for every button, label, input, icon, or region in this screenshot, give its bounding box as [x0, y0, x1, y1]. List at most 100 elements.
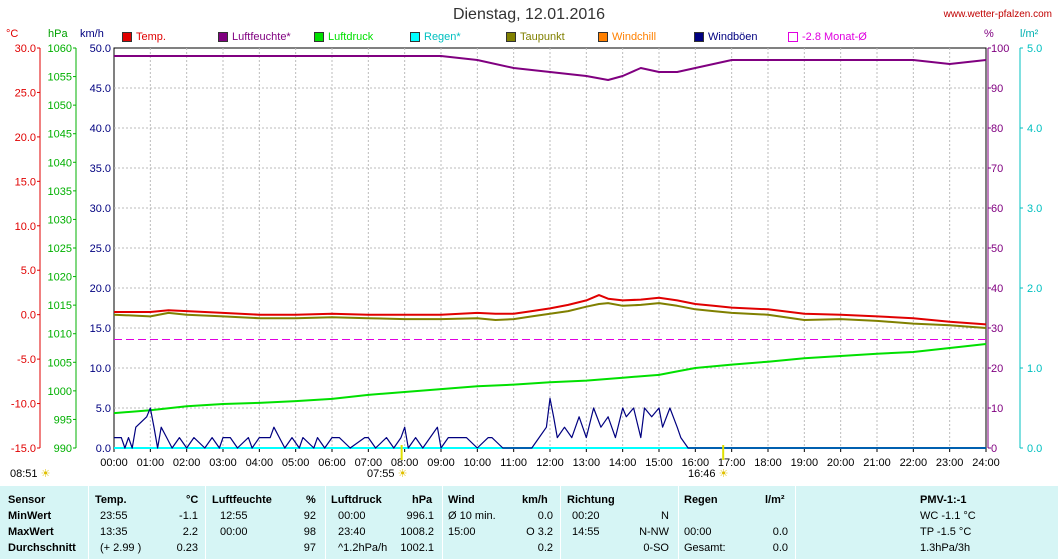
- stats-cell-h-time: 00:00: [220, 526, 248, 538]
- pressure-axis-tick-label: 1025: [48, 243, 72, 255]
- pressure-axis-tick-label: 1015: [48, 300, 72, 312]
- stats-cell-d-val: N-NW: [639, 526, 669, 538]
- wind-axis-tick-label: 5.0: [96, 403, 111, 415]
- legend-label: Regen*: [424, 31, 461, 43]
- x-tick-label: 18:00: [754, 457, 782, 469]
- stats-header-sensor: Sensor: [8, 494, 46, 506]
- x-tick-label: 19:00: [791, 457, 819, 469]
- stats-header-temp: Temp.: [95, 494, 127, 506]
- stats-cell-h-time: 12:55: [220, 510, 248, 522]
- humidity-axis-tick-label: 40: [991, 283, 1003, 295]
- legend-swatch: [218, 32, 228, 42]
- series-luftdruck: [113, 343, 987, 415]
- pressure-axis-tick-label: 1005: [48, 357, 72, 369]
- wind-axis-tick-label: 40.0: [90, 123, 111, 135]
- stats-cell-p-val: 996.1: [406, 510, 434, 522]
- stats-cell-w-val: 0.0: [537, 510, 553, 522]
- stats-cell-label: MinWert: [8, 510, 52, 522]
- stats-cell-h-val: 92: [303, 510, 316, 522]
- sun-icon: ☀: [40, 468, 51, 480]
- rain-axis-tick-label: 2.0: [1027, 283, 1042, 295]
- temp-axis-tick-label: 25.0: [15, 87, 36, 99]
- rain-unit-label: l/m²: [1020, 28, 1039, 40]
- stats-cell-w-label: Ø 10 min.: [448, 510, 496, 522]
- stats-cell-w-val: 0.2: [537, 542, 553, 554]
- x-tick-label: 22:00: [900, 457, 928, 469]
- x-tick-label: 11:00: [500, 457, 527, 469]
- humidity-axis-tick-label: 70: [991, 163, 1003, 175]
- chart-axes: 00:00 01:00 02:00 03:00 04:00 05:00 06:00 07:00…: [11, 43, 1042, 469]
- stats-cell-label: MaxWert: [8, 526, 54, 538]
- x-tick-label: 16:00: [682, 457, 710, 469]
- temp-axis-tick-label: -15.0: [11, 443, 36, 455]
- x-tick-label: 07:00: [355, 457, 383, 469]
- stats-cell-d-val: 0-SO: [643, 542, 669, 554]
- stats-cell-t-val: -1.1: [179, 510, 198, 522]
- wind-axis-tick-label: 45.0: [90, 83, 111, 95]
- site-url[interactable]: www.wetter-pfalzen.com: [943, 9, 1052, 20]
- stats-cell-t-val: 2.2: [182, 526, 198, 538]
- legend-swatch: [122, 32, 132, 42]
- legend-item: Taupunkt: [506, 31, 565, 43]
- stats-header-direction: Richtung: [567, 494, 615, 506]
- pressure-axis-tick-label: 1060: [48, 43, 72, 55]
- stats-cell-r-val: 0.0: [772, 526, 788, 538]
- pressure-unit-label: hPa: [48, 28, 68, 40]
- stats-cell-p-val: 1008.2: [400, 526, 434, 538]
- rain-axis-tick-label: 5.0: [1027, 43, 1042, 55]
- pressure-axis-tick-label: 1050: [48, 100, 72, 112]
- legend-label: Taupunkt: [520, 31, 565, 43]
- legend-label: Windböen: [708, 31, 758, 43]
- legend-item: -2.8 Monat-Ø: [788, 31, 867, 43]
- temp-axis-tick-label: 10.0: [15, 221, 36, 233]
- legend-item: Windchill: [598, 31, 656, 43]
- x-tick-label: 01:00: [137, 457, 165, 469]
- x-tick-label: 03:00: [209, 457, 237, 469]
- x-tick-label: 15:00: [645, 457, 673, 469]
- wind-axis-tick-label: 15.0: [90, 323, 111, 335]
- series-windböen: [114, 397, 986, 449]
- stats-cell-label: Durchschnitt: [8, 542, 76, 554]
- x-tick-label: 24:00: [972, 457, 1000, 469]
- chart-grid: [113, 47, 987, 449]
- wind-axis-tick-label: 0.0: [96, 443, 111, 455]
- humidity-axis-tick-label: 20: [991, 363, 1003, 375]
- temp-axis-tick-label: 0.0: [21, 310, 36, 322]
- legend-label: Luftfeuchte*: [232, 31, 291, 43]
- pressure-axis-tick-label: 990: [54, 443, 72, 455]
- legend-item: Luftdruck: [314, 31, 373, 43]
- stats-cell-d-time: 14:55: [572, 526, 600, 538]
- humidity-axis-tick-label: 100: [991, 43, 1009, 55]
- legend-swatch: [694, 32, 704, 42]
- legend-item: Windböen: [694, 31, 758, 43]
- pressure-axis-tick-label: 1020: [48, 272, 72, 284]
- legend-swatch: [598, 32, 608, 42]
- legend-label: Temp.: [136, 31, 166, 43]
- pressure-axis-tick-label: 1000: [48, 386, 72, 398]
- stats-cell-w-val: O 3.2: [526, 526, 553, 538]
- pressure-axis-tick-label: 1040: [48, 157, 72, 169]
- stats-header-wind: Wind: [448, 494, 475, 506]
- stats-cell-h-val: 98: [303, 526, 316, 538]
- legend-swatch: [788, 32, 798, 42]
- stats-cell-p-time: ^1.2hPa/h: [338, 542, 388, 554]
- x-tick-label: 02:00: [173, 457, 201, 469]
- legend-item: Luftfeuchte*: [218, 31, 291, 43]
- humidity-unit-label: %: [984, 28, 994, 40]
- stats-cell-t-time: 13:35: [100, 526, 128, 538]
- sunrise-label: 07:55 ☀: [367, 468, 408, 480]
- stats-cell-r-time: 00:00: [684, 526, 712, 538]
- stats-header-humidity-unit: %: [306, 494, 316, 506]
- stats-cell-t-time: (+ 2.99 ): [100, 542, 142, 554]
- humidity-axis-tick-label: 90: [991, 83, 1003, 95]
- stats-cell-d-time: 00:20: [572, 510, 600, 522]
- wind-axis-tick-label: 10.0: [90, 363, 111, 375]
- stats-header-humidity: Luftfeuchte: [212, 494, 272, 506]
- temp-axis-tick-label: -10.0: [11, 399, 36, 411]
- chart-series: [113, 55, 987, 460]
- stats-cell-r-time: Gesamt:: [684, 542, 726, 554]
- temp-axis-tick-label: 5.0: [21, 265, 36, 277]
- stats-cell-t-val: 0.23: [176, 542, 198, 554]
- legend-swatch: [314, 32, 324, 42]
- x-tick-label: 10:00: [464, 457, 492, 469]
